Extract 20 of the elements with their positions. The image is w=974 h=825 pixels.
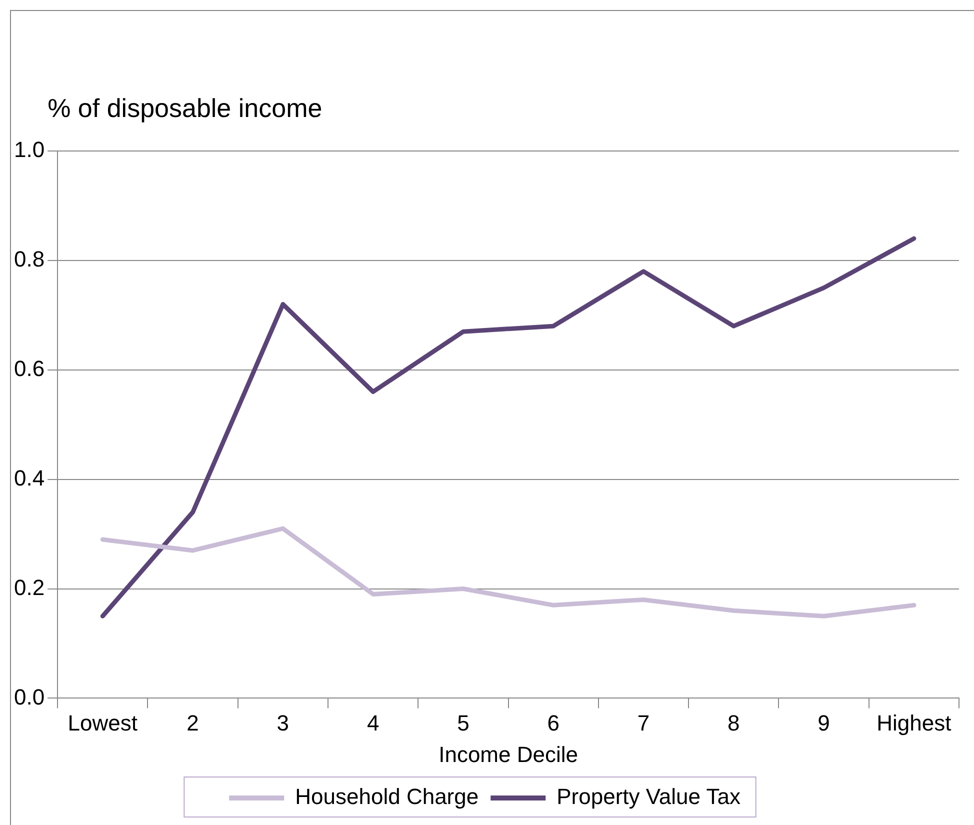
x-tick-label: Lowest (68, 710, 138, 736)
y-tick-label: 0.2 (14, 574, 45, 600)
x-tick-label: 5 (457, 710, 470, 736)
y-tick-label: 0.0 (14, 684, 45, 710)
y-tick-label: 1.0 (14, 137, 45, 162)
y-tick-label: 0.6 (14, 356, 45, 381)
x-tick-label: 7 (637, 710, 650, 736)
x-tick-label: 3 (276, 710, 290, 736)
y-tick-label: 0.4 (14, 465, 45, 490)
x-tick-label: 2 (186, 710, 199, 736)
legend-label: Property Value Tax (556, 784, 740, 810)
x-tick-label: Highest (876, 710, 952, 736)
x-tick-label: 6 (547, 710, 560, 736)
y-tick-label: 0.8 (14, 246, 45, 272)
x-tick-label: 8 (728, 710, 740, 736)
x-axis-title: Income Decile (438, 742, 578, 767)
y-axis-title: % of disposable income (48, 93, 322, 124)
legend-label: Household Charge (295, 784, 479, 810)
x-tick-label: 4 (366, 710, 380, 736)
x-tick-label: 9 (818, 710, 830, 736)
